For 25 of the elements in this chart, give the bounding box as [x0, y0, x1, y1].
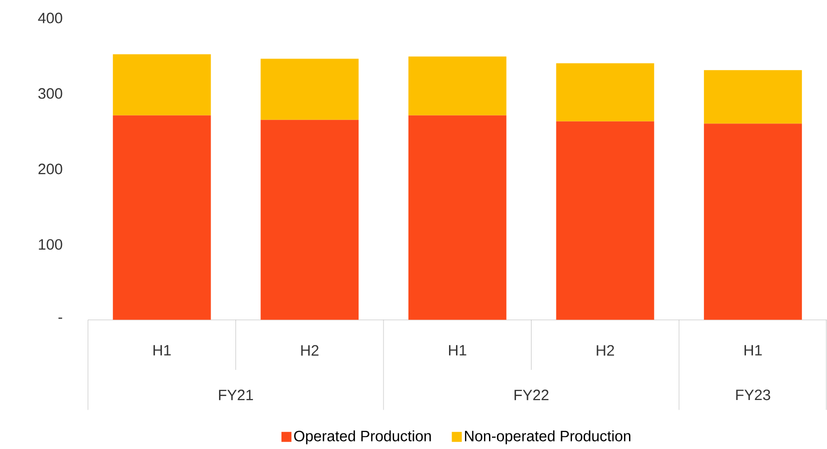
legend-label: Operated Production — [294, 430, 431, 444]
x-tick-label: H1 — [744, 345, 762, 356]
bar — [112, 54, 211, 116]
x-tick-label: H2 — [301, 345, 318, 356]
y-tick-label: 100 — [38, 239, 62, 250]
bar — [112, 115, 211, 320]
x-tick-label: H1 — [449, 345, 466, 356]
bar — [704, 70, 802, 124]
y-tick-label: - — [58, 318, 62, 319]
bar — [408, 56, 506, 116]
x-tick-label: H2 — [596, 345, 614, 356]
text: FY22 — [514, 390, 548, 400]
x-tick-label: H1 — [154, 345, 171, 356]
text: FY21 — [219, 390, 253, 400]
bar — [556, 63, 654, 122]
bar — [260, 58, 359, 120]
text: FY23 — [736, 390, 770, 400]
y-tick-label: 200 — [38, 164, 62, 174]
bar — [408, 115, 506, 320]
bar — [704, 124, 802, 320]
legend-label: Non-operated Production — [465, 430, 630, 444]
bar — [556, 121, 654, 320]
y-tick-label: 300 — [38, 88, 62, 99]
bar — [260, 120, 359, 320]
y-tick-label: 400 — [38, 12, 62, 24]
